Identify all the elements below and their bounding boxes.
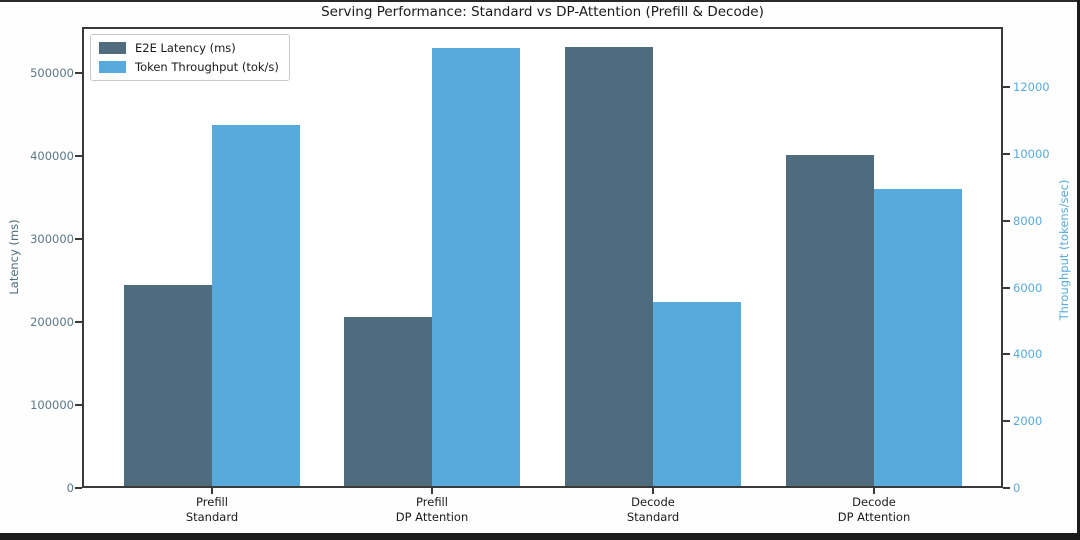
x-tick-mark — [211, 488, 213, 494]
left-tick-label: 300000 — [30, 231, 74, 246]
left-axis-title: Latency (ms) — [7, 219, 21, 295]
right-tick-label: 10000 — [1013, 146, 1050, 161]
bar-throughput-3 — [874, 188, 962, 486]
bar-throughput-0 — [212, 125, 300, 486]
legend-swatch-latency-icon — [99, 42, 126, 54]
legend-item-latency: E2E Latency (ms) — [99, 41, 279, 55]
right-axis-title: Throughput (tokens/sec) — [1057, 179, 1071, 321]
top-edge-strip — [0, 0, 1080, 2]
left-tick-label: 500000 — [30, 65, 74, 80]
left-tick-mark — [75, 320, 82, 323]
right-tick-mark — [1003, 286, 1010, 289]
legend-item-throughput: Token Throughput (tok/s) — [99, 60, 279, 74]
left-tick-label: 100000 — [30, 397, 74, 412]
left-tick-label: 200000 — [30, 314, 74, 329]
left-tick-mark — [75, 71, 82, 74]
bar-latency-3 — [786, 154, 874, 486]
legend-label-latency: E2E Latency (ms) — [135, 41, 236, 55]
bar-latency-0 — [124, 285, 212, 486]
legend-swatch-throughput-icon — [99, 61, 126, 73]
left-tick-mark — [75, 487, 82, 489]
legend-label-throughput: Token Throughput (tok/s) — [135, 60, 279, 74]
right-tick-mark — [1003, 487, 1010, 489]
right-edge-strip — [1077, 0, 1080, 540]
x-tick-mark — [431, 488, 433, 494]
bottom-edge-strip — [0, 533, 1080, 540]
right-tick-mark — [1003, 152, 1010, 155]
right-tick-label: 4000 — [1013, 347, 1043, 362]
left-tick-label: 0 — [66, 481, 74, 495]
right-tick-label: 6000 — [1013, 280, 1043, 295]
bar-throughput-2 — [653, 302, 741, 486]
plot-area: E2E Latency (ms) Token Throughput (tok/s… — [82, 27, 1003, 488]
x-tick-label-2: Decode Standard — [626, 495, 680, 524]
x-tick-label-3: Decode DP Attention — [837, 495, 911, 524]
bar-throughput-1 — [432, 48, 520, 486]
left-tick-label: 400000 — [30, 148, 74, 163]
right-tick-mark — [1003, 420, 1010, 423]
left-tick-mark — [75, 154, 82, 157]
bar-latency-2 — [565, 46, 653, 486]
x-tick-label-1: Prefill DP Attention — [395, 495, 469, 524]
right-tick-label: 8000 — [1013, 213, 1043, 228]
right-tick-mark — [1003, 353, 1010, 356]
x-tick-label-0: Prefill Standard — [185, 495, 239, 524]
right-tick-mark — [1003, 86, 1010, 89]
legend: E2E Latency (ms) Token Throughput (tok/s… — [90, 34, 290, 81]
right-tick-mark — [1003, 219, 1010, 222]
left-tick-mark — [75, 237, 82, 240]
x-tick-mark — [873, 488, 875, 494]
chart-title: Serving Performance: Standard vs DP-Atte… — [321, 4, 764, 20]
right-tick-label: 2000 — [1013, 414, 1043, 429]
right-tick-label: 0 — [1013, 481, 1021, 495]
left-tick-mark — [75, 403, 82, 406]
bar-latency-1 — [344, 316, 432, 486]
right-tick-label: 12000 — [1013, 80, 1050, 95]
x-tick-mark — [652, 488, 654, 494]
